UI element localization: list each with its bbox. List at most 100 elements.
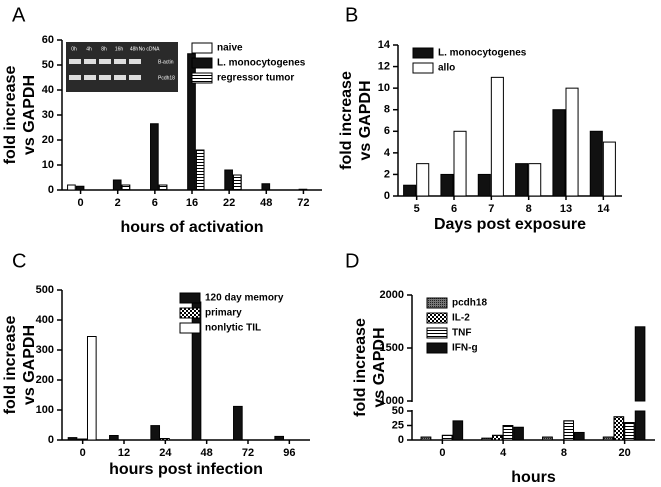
- legend-swatch: [412, 47, 434, 59]
- y-tick-label: 1500: [380, 342, 404, 354]
- bar: [109, 435, 119, 441]
- bar-pattern: [624, 422, 635, 441]
- gel-band: [99, 75, 111, 80]
- bar-pattern: [195, 149, 205, 191]
- legend-swatch: [191, 42, 213, 54]
- gel-band: [129, 75, 141, 80]
- bar-pattern: [613, 416, 625, 441]
- bar: [602, 141, 616, 197]
- bar: [574, 431, 585, 441]
- y-axis-label: fold increase vs GAPDH: [338, 71, 374, 170]
- gel-row-label: B-actin: [158, 59, 174, 65]
- y-tick-label: 6: [384, 125, 390, 137]
- y-tick-label: 0: [384, 190, 390, 202]
- bar: [112, 179, 122, 191]
- y-tick-label: 8: [384, 104, 390, 116]
- y-tick-label: 0: [48, 184, 54, 196]
- y-tick-label: 50: [42, 59, 54, 71]
- legend-label: regressor tumor: [217, 73, 294, 84]
- x-axis-label: hours of activation: [120, 219, 263, 236]
- legend-label: IFN-g: [452, 343, 478, 354]
- y-axis-label-line: vs GAPDH: [21, 75, 38, 155]
- gel-band: [84, 75, 96, 80]
- legend-swatch: [179, 322, 201, 334]
- x-tick-label: 13: [560, 203, 572, 215]
- legend-label: nonlytic TIL: [205, 323, 261, 334]
- bar-pattern: [602, 436, 614, 441]
- bar: [67, 437, 78, 441]
- legend-label: pcdh18: [452, 298, 487, 309]
- y-tick-label: 30: [42, 109, 54, 121]
- bar: [150, 123, 159, 191]
- panel-letter: C: [12, 250, 26, 272]
- legend-swatch-pattern: [426, 327, 448, 339]
- y-axis-label-line: vs GAPDH: [21, 325, 38, 405]
- legend-label: TNF: [452, 328, 471, 339]
- x-tick-label: 72: [297, 197, 309, 209]
- gel-lane-label: 4h: [86, 46, 92, 52]
- y-axis-label-line: fold increase: [2, 316, 19, 415]
- legend-swatch: [412, 62, 434, 74]
- legend-label: allo: [438, 63, 455, 74]
- legend-swatch-pattern: [426, 312, 448, 324]
- x-tick-label: 5: [414, 203, 420, 215]
- bar: [75, 185, 85, 191]
- bar: [224, 169, 233, 191]
- gel-image: [66, 42, 178, 92]
- y-tick-label: 200: [36, 374, 54, 386]
- gel-band: [129, 59, 141, 64]
- x-tick-label: 22: [223, 197, 235, 209]
- bar: [150, 425, 161, 441]
- y-tick-label: 300: [36, 344, 54, 356]
- legend-swatch: [191, 57, 213, 69]
- bar: [528, 163, 542, 197]
- legend-label: naive: [217, 43, 243, 54]
- y-tick-label: 2000: [380, 289, 404, 301]
- x-tick-label: 96: [283, 447, 295, 459]
- bar: [634, 410, 646, 441]
- x-axis-label: hours post infection: [109, 461, 263, 478]
- x-tick-label: 0: [439, 447, 445, 459]
- panel-letter: A: [12, 4, 26, 26]
- x-tick-label: 4: [500, 447, 507, 459]
- bar: [403, 184, 417, 197]
- bar: [490, 76, 504, 197]
- bar: [440, 173, 454, 197]
- bar: [513, 426, 524, 441]
- x-tick-label: 16: [186, 197, 198, 209]
- bar-pattern: [77, 438, 87, 441]
- y-tick-label: 2: [384, 168, 390, 180]
- legend-swatch-pattern: [179, 307, 201, 319]
- y-tick-label: 4: [384, 147, 391, 159]
- x-tick-label: 0: [80, 447, 86, 459]
- y-axis-label: fold increase vs GAPDH: [2, 66, 38, 165]
- y-tick-label: 20: [42, 134, 54, 146]
- gel-lane-label: 8h: [101, 46, 107, 52]
- bar-pattern: [232, 174, 242, 191]
- y-axis-label-line: fold increase: [352, 318, 369, 417]
- bar-pattern: [441, 434, 453, 441]
- gel-band: [69, 75, 81, 80]
- y-tick-label: 10: [378, 82, 390, 94]
- gel-band: [69, 59, 81, 64]
- y-tick-label: 12: [378, 60, 390, 72]
- bar: [565, 87, 579, 197]
- bar: [453, 130, 467, 197]
- bar-pattern: [121, 184, 131, 191]
- y-tick-label: 14: [378, 39, 391, 51]
- gel-band: [84, 59, 96, 64]
- bar-pattern: [563, 420, 575, 441]
- gel-lane-label: No cDNA: [139, 46, 161, 52]
- panel-letter: D: [345, 250, 359, 272]
- bar: [552, 109, 566, 197]
- y-tick-label: 10: [42, 159, 54, 171]
- y-tick-label: 50: [392, 405, 404, 417]
- x-tick-label: 6: [451, 203, 457, 215]
- bar: [298, 188, 308, 191]
- gel-band: [114, 75, 126, 80]
- legend-swatch: [179, 292, 201, 304]
- bar-pattern: [160, 438, 170, 441]
- bar-pattern: [420, 436, 432, 441]
- bar: [589, 130, 603, 197]
